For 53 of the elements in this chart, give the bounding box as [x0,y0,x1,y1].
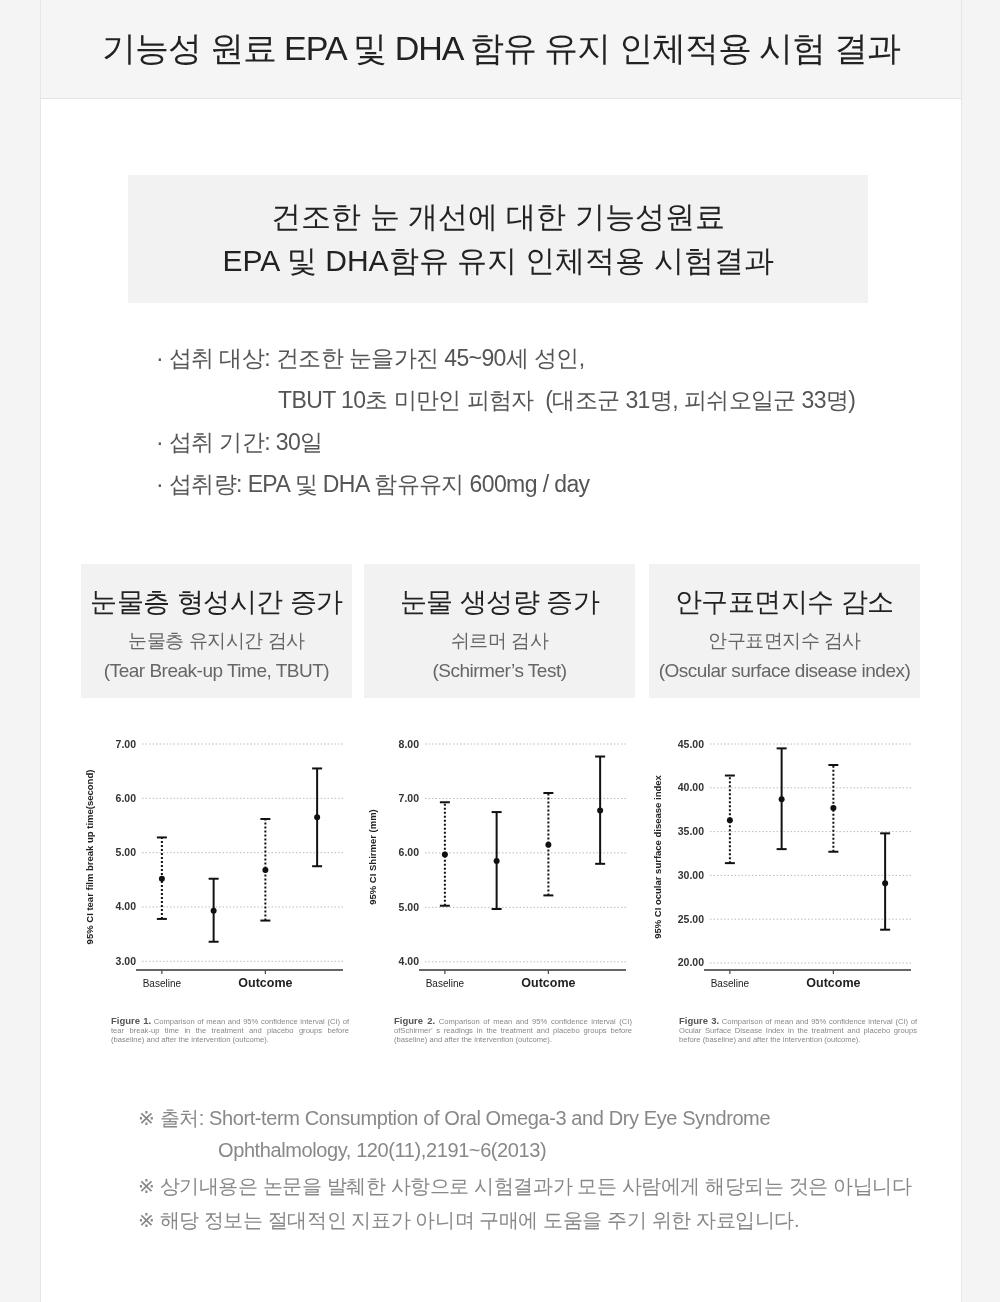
point [778,796,785,803]
point [262,867,269,874]
y-tick-label: 6.00 [398,846,420,859]
y-tick-label: 25.00 [677,912,705,925]
chart-subtitle: 쉬르머 검사 (Schirmer’s Test) [431,629,568,683]
x-tick-label: Baseline [710,978,750,989]
text: 기능성 원료 EPA 및 DHA 함유 유지 인체적용 시험 결과 [41,0,961,99]
text: ※ 출처: Short-term Consumption of Oral Omega-3 and Dry Eye Syndrome [138,1106,771,1131]
x-tick-label: Outcome [238,976,293,990]
y-tick-label: 20.00 [677,956,705,969]
chart-title: 눈물 생성량 증가 [398,586,601,619]
y-tick-label: 40.00 [677,781,705,794]
y-axis-title: 95% CI ocular surface disease index [652,774,663,939]
text: ※ 상기내용은 논문을 발췌한 사항으로 시험결과가 모든 사람에게 해당되는 것은 아닙니다 [138,1174,912,1199]
y-axis-title: 95% CI Shirmer (mm) [367,809,378,905]
text: · 섭취량: EPA 및 DHA 함유유지 600mg / day [156,470,590,499]
point [314,814,321,821]
x-tick-label: Outcome [806,976,861,990]
text: · 섭취 대상: 건조한 눈을가진 45~90세 성인, [156,344,585,373]
x-tick-label: Baseline [425,978,465,989]
chart-subtitle: 안구표면지수 검사 (Oscular surface disease index) [657,629,912,683]
chart-title: 눈물층 형성시간 증가 [89,586,344,619]
text: TBUT 10초 미만인 피험자 (대조군 31명, 피쉬오일군 33명) [278,386,856,415]
point [726,817,733,824]
point [158,875,165,882]
y-tick-label: 45.00 [677,737,705,750]
point [545,841,552,848]
y-tick-label: 4.00 [115,900,137,913]
y-axis-title: 95% CI tear film break up time(second) [84,769,95,945]
chart-title: 안구표면지수 감소 [674,586,895,619]
y-tick-label: 5.00 [115,846,137,859]
point [830,804,837,811]
y-tick-label: 6.00 [115,791,137,804]
text: ※ 해당 정보는 절대적인 지표가 아니며 구매에 도움을 주기 위한 자료입니다. [138,1208,800,1233]
point [210,907,217,914]
x-tick-label: Outcome [521,976,576,990]
point [882,880,889,887]
y-tick-label: 4.00 [398,955,420,968]
text: 건조한 눈 개선에 대한 기능성원료 EPA 및 DHA함유 유지 인체적용 시험결과 [128,175,868,303]
point [441,851,448,858]
y-tick-label: 7.00 [115,737,137,750]
y-tick-label: 8.00 [398,737,420,750]
y-tick-label: 30.00 [677,868,705,881]
point [597,807,604,814]
y-tick-label: 5.00 [398,900,420,913]
chart-subtitle: 눈물층 유지시간 검사 (Tear Break-up Time, TBUT) [102,629,331,683]
y-tick-label: 3.00 [115,954,137,967]
text: · 섭취 기간: 30일 [156,428,323,457]
y-tick-label: 7.00 [398,791,420,804]
text: Ophthalmology, 120(11),2191~6(2013) [218,1139,547,1162]
x-tick-label: Baseline [142,978,182,989]
y-tick-label: 35.00 [677,825,705,838]
point [493,858,500,865]
